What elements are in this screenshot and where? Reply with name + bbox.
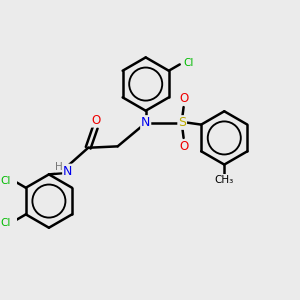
Text: Cl: Cl (0, 218, 11, 227)
Text: H: H (56, 162, 63, 172)
Text: Cl: Cl (0, 176, 11, 186)
Text: CH₃: CH₃ (214, 175, 234, 185)
Text: O: O (91, 114, 101, 127)
Text: S: S (178, 116, 186, 129)
Text: N: N (63, 164, 72, 178)
Text: Cl: Cl (184, 58, 194, 68)
Text: O: O (179, 92, 188, 105)
Text: N: N (141, 116, 150, 129)
Text: O: O (179, 140, 188, 153)
